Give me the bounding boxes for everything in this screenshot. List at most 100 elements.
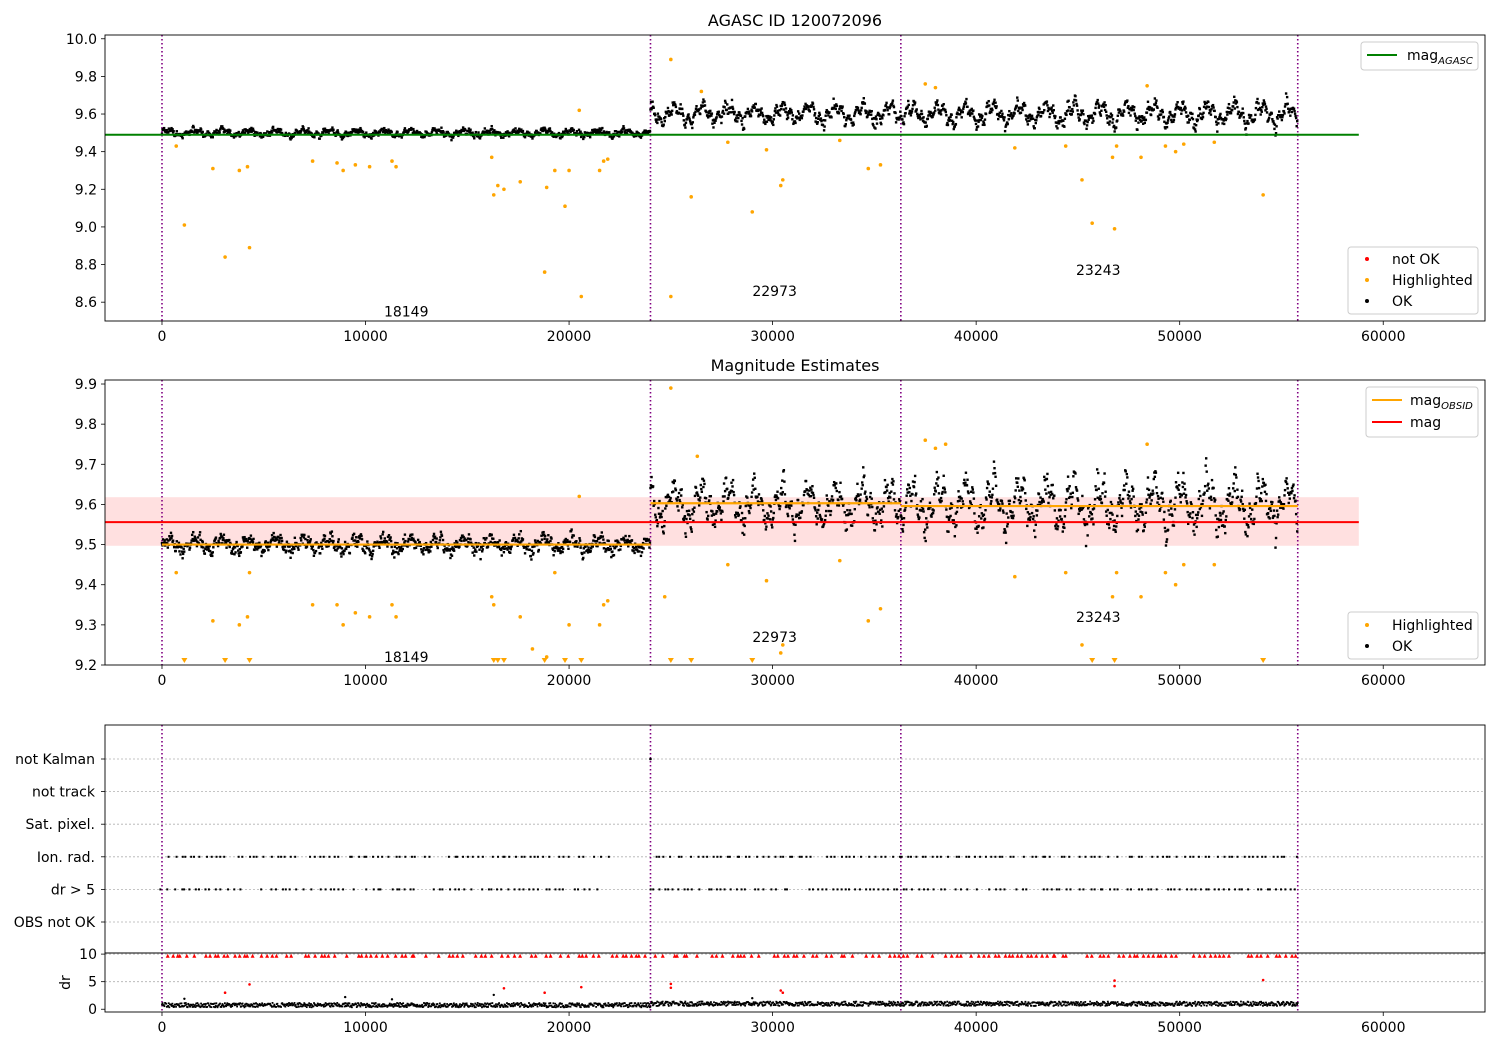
ok-point [911,104,915,107]
ok-point [513,536,517,540]
ok-point [343,540,347,544]
ok-point [596,132,599,135]
ok-point [383,540,386,543]
ok-point [362,549,365,552]
ok-point [878,512,881,515]
flag-point [712,855,715,858]
ok-point [546,538,549,541]
ok-point [691,121,695,124]
x-tick-label: 60000 [1361,673,1406,689]
ok-point [1054,527,1058,530]
ok-point [729,106,733,109]
ok-point [579,135,583,139]
ok-point [1121,114,1125,117]
ok-point [908,112,911,115]
ok-point [228,545,231,549]
ok-point [796,498,800,502]
ok-point [167,131,170,134]
ok-point [1102,105,1106,108]
flag-point [174,888,177,891]
ok-point [1290,491,1293,495]
ok-point [1135,116,1138,120]
ok-point [1247,122,1250,125]
ok-point [896,515,900,519]
highlighted-point [1212,562,1217,567]
ok-point [1261,102,1265,105]
flag-point [940,888,943,891]
flag-point [454,888,457,891]
ok-point [835,103,838,106]
ok-point [881,510,885,513]
ok-point [1231,487,1235,490]
ok-point [438,542,441,545]
ok-point [247,130,250,133]
ok-point [683,515,687,518]
highlighted-point [601,159,606,163]
ok-point [306,538,309,542]
ok-point [1163,526,1167,530]
ok-point [818,113,822,116]
ok-point [469,128,472,131]
ok-point [880,122,883,126]
ok-point [849,118,853,121]
ok-point [278,129,281,132]
ok-point [1231,105,1235,108]
highlighted-point [567,168,571,173]
ok-point [690,122,693,126]
ok-point [830,116,833,119]
ok-point [359,533,363,536]
ok-point [500,136,503,139]
ok-point [303,533,306,537]
ok-point [1081,506,1085,510]
ok-point [974,119,977,122]
highlighted-point [750,210,755,214]
ok-point [243,131,247,135]
flag-point [289,855,292,858]
ok-point [992,102,995,106]
ok-point [512,128,516,131]
ok-point [898,498,901,501]
ok-point [543,127,547,131]
ok-point [234,135,237,138]
ok-point [882,114,885,117]
highlighted-point [669,57,673,62]
ok-point [1226,498,1229,501]
ok-point [1154,101,1158,105]
ok-point [992,100,996,104]
ok-point [682,517,685,521]
ok-point [871,117,874,121]
ok-point [426,545,429,549]
flag-point [860,855,863,858]
ok-point [1125,472,1129,476]
ok-point [277,130,280,134]
ok-point [1176,471,1180,475]
ok-point [531,545,534,549]
ok-point [1281,115,1284,119]
offscale-marker [578,658,585,663]
ok-point [1194,130,1197,133]
ok-point [1161,110,1164,114]
ok-point [990,496,994,499]
ok-point [1268,517,1271,520]
ok-point [1232,482,1235,485]
legend-label: mag [1410,415,1441,431]
ok-point [1123,103,1126,106]
flag-point [1100,888,1103,891]
ok-point [821,525,825,528]
ok-point [337,540,340,544]
ok-point [1285,95,1289,99]
flag-point [698,888,701,891]
ok-point [684,532,687,535]
flag-point [252,855,255,858]
ok-point [1090,116,1093,119]
ok-point [711,122,714,125]
ok-point [285,540,289,543]
ok-point [477,131,480,134]
ok-point [1004,124,1008,127]
ok-point [1103,495,1107,498]
flag-point [477,855,480,858]
flag-point [322,855,325,858]
ok-point [271,125,275,129]
ok-point [925,124,928,128]
ok-point [979,118,982,122]
